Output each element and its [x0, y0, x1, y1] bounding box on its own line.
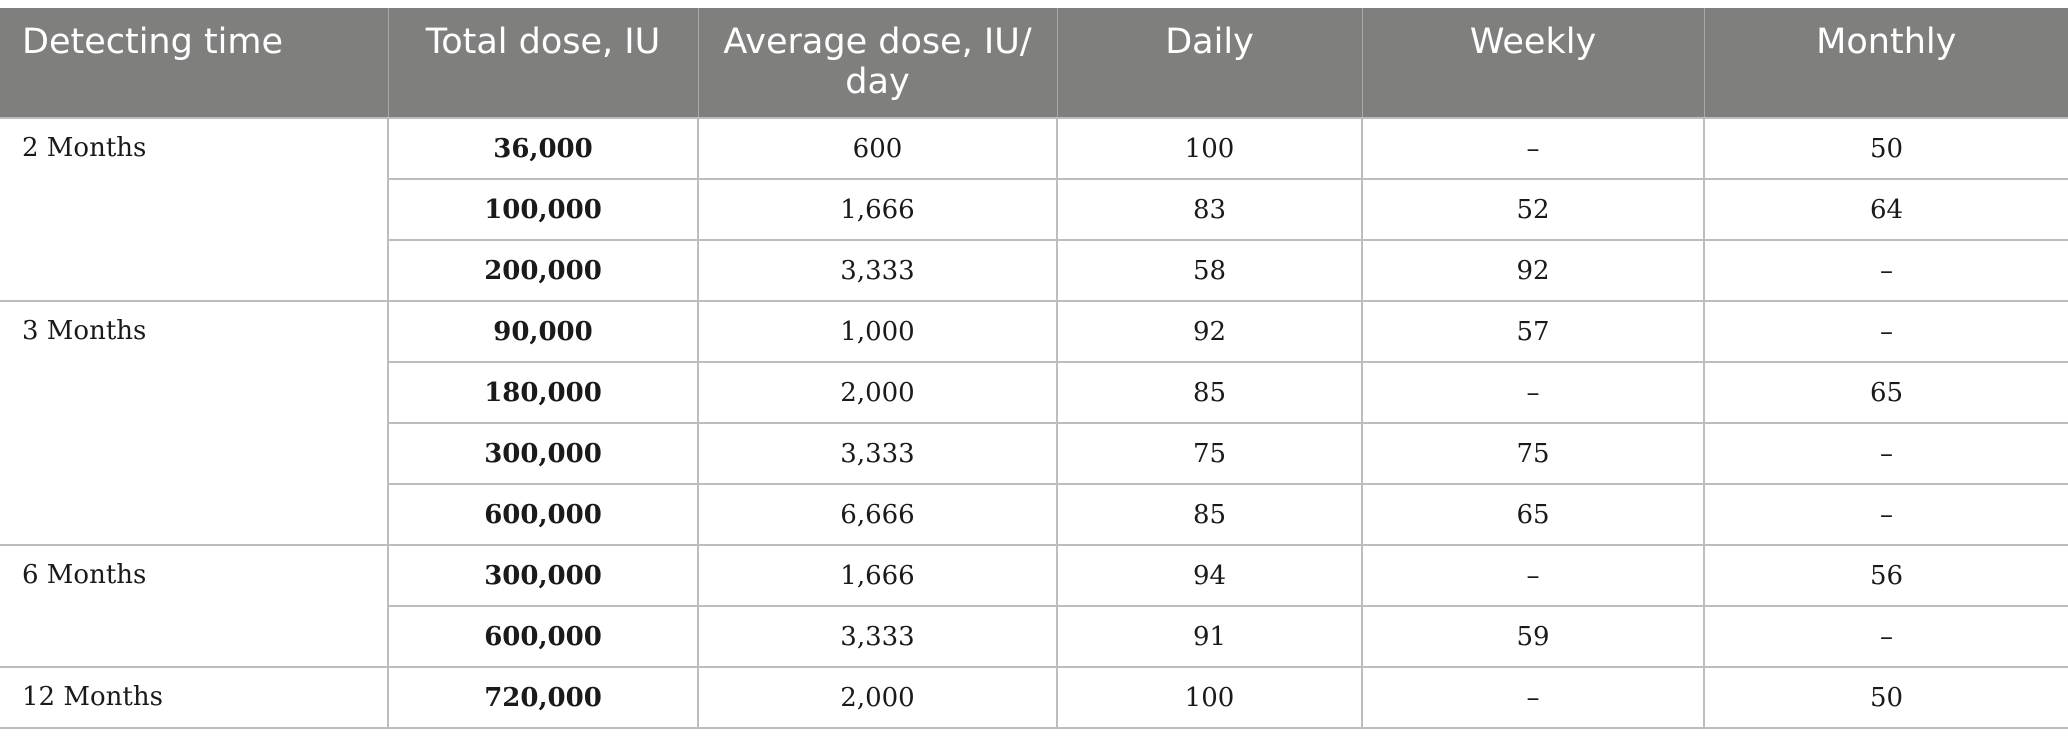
detecting-time-cell: 12 Months [0, 666, 389, 729]
header-monthly: Monthly [1703, 8, 2068, 118]
monthly-cell: – [1703, 483, 2068, 546]
table-row: 600,000 6,666 85 65– [0, 483, 2068, 546]
header-detecting-time: Detecting time [0, 8, 388, 118]
daily-cell: 58 [1056, 239, 1363, 302]
table-row: 12 Months 720,000 2,000 100–50 [0, 666, 2068, 729]
monthly-cell: – [1703, 605, 2068, 668]
detecting-time-cell: 2 Months [0, 117, 389, 302]
average-dose-cell: 1,000 [697, 300, 1058, 363]
detecting-time-cell: 6 Months [0, 544, 389, 668]
total-dose-cell: 90,000 [387, 300, 699, 363]
monthly-cell: – [1703, 300, 2068, 363]
monthly-cell: 50 [1703, 666, 2068, 729]
daily-cell: 100 [1056, 666, 1363, 729]
table-row: 2 Months 36,000 600 100–50 [0, 117, 2068, 302]
daily-cell: 85 [1056, 361, 1363, 424]
header-total-dose: Total dose, IU [387, 8, 698, 118]
weekly-cell: 75 [1361, 422, 1705, 485]
daily-cell: 75 [1056, 422, 1363, 485]
total-dose-cell: 100,000 [388, 178, 699, 241]
weekly-cell: 92 [1361, 239, 1705, 302]
header-daily: Daily [1056, 8, 1362, 118]
header-weekly: Weekly [1361, 8, 1704, 118]
daily-cell: 94 [1056, 544, 1363, 607]
table-header: Detecting time Total dose, IU Average do… [0, 8, 2068, 118]
monthly-cell: 56 [1703, 544, 2068, 607]
dose-table: Detecting time Total dose, IU Average do… [0, 8, 2068, 729]
monthly-cell: 65 [1703, 361, 2068, 424]
weekly-cell: 65 [1361, 483, 1705, 546]
weekly-cell: 52 [1361, 178, 1705, 241]
detecting-time-cell: 3 Months [0, 300, 389, 546]
total-dose-cell: 300,000 [388, 422, 699, 485]
total-dose-cell: 300,000 [387, 544, 699, 607]
table-row: 600,000 3,333 91 59– [0, 605, 2068, 668]
daily-cell: 91 [1056, 605, 1363, 668]
average-dose-cell: 2,000 [697, 666, 1058, 729]
daily-cell: 83 [1056, 178, 1363, 241]
weekly-cell: – [1361, 117, 1705, 180]
average-dose-cell: 1,666 [697, 544, 1058, 607]
table-body: 2 Months 36,000 600 100–50 100,000 1,666 83 52 6… [0, 117, 2068, 729]
table-row: 3 Months 90,000 1,000 92 57– [0, 300, 2068, 546]
header-average-dose: Average dose, IU/day [697, 8, 1057, 118]
monthly-cell: 50 [1703, 117, 2068, 180]
daily-cell: 100 [1056, 117, 1363, 180]
weekly-cell: 59 [1361, 605, 1705, 668]
monthly-cell: – [1703, 422, 2068, 485]
total-dose-cell: 200,000 [388, 239, 699, 302]
header-row: Detecting time Total dose, IU Average do… [0, 8, 2068, 118]
average-dose-cell: 1,666 [697, 178, 1058, 241]
total-dose-cell: 36,000 [387, 117, 699, 180]
total-dose-cell: 720,000 [387, 666, 699, 729]
weekly-cell: 57 [1361, 300, 1705, 363]
table-row: 180,000 2,000 85–65 [0, 361, 2068, 424]
weekly-cell: – [1361, 544, 1705, 607]
table-row: 300,000 3,333 75 75– [0, 422, 2068, 485]
table-row: 100,000 1,666 83 52 64 [0, 178, 2068, 241]
total-dose-cell: 600,000 [388, 605, 699, 668]
total-dose-cell: 180,000 [388, 361, 699, 424]
average-dose-cell: 3,333 [697, 422, 1058, 485]
average-dose-cell: 600 [697, 117, 1058, 180]
monthly-cell: – [1703, 239, 2068, 302]
total-dose-cell: 600,000 [388, 483, 699, 546]
weekly-cell: – [1361, 361, 1705, 424]
weekly-cell: – [1361, 666, 1705, 729]
daily-cell: 92 [1056, 300, 1363, 363]
monthly-cell: 64 [1703, 178, 2068, 241]
average-dose-cell: 3,333 [697, 605, 1058, 668]
average-dose-cell: 6,666 [697, 483, 1058, 546]
table-row: 6 Months 300,000 1,666 94–56 [0, 544, 2068, 668]
table-row: 200,000 3,333 58 92– [0, 239, 2068, 302]
average-dose-cell: 3,333 [697, 239, 1058, 302]
daily-cell: 85 [1056, 483, 1363, 546]
average-dose-cell: 2,000 [697, 361, 1058, 424]
